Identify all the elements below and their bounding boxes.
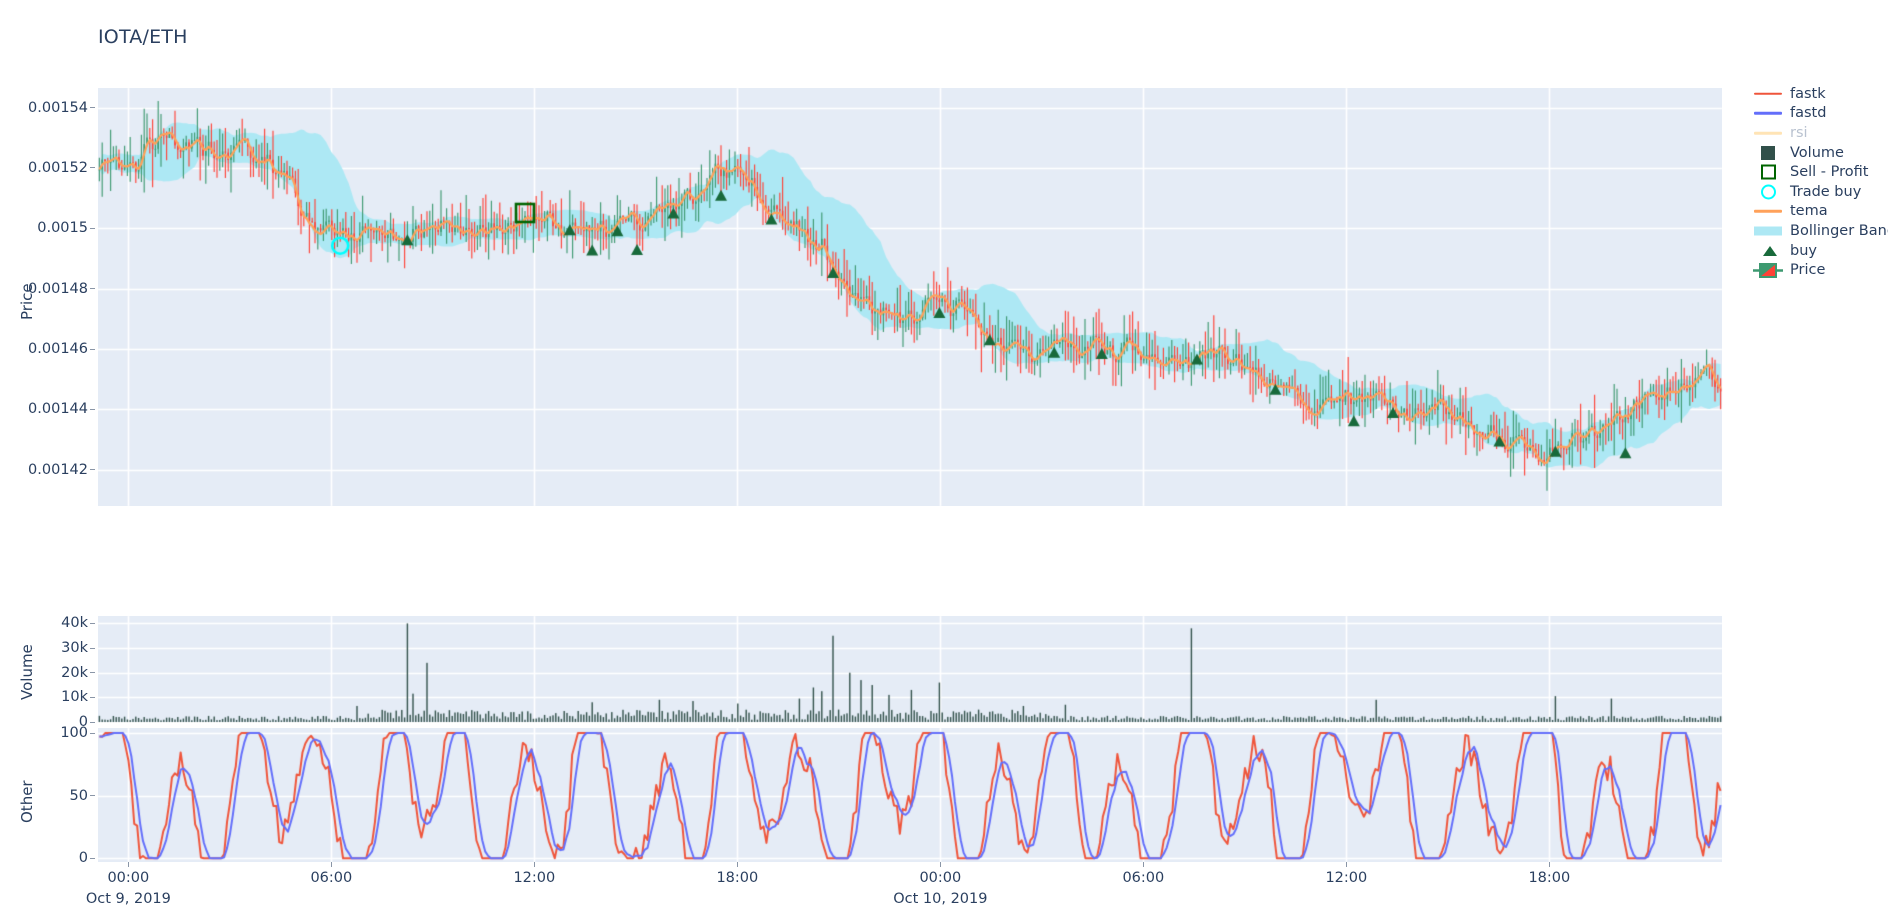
x-tick-mark [939,862,941,867]
x-tick-sublabel: Oct 9, 2019 [85,891,171,907]
open-square-icon [1752,163,1784,182]
volume-y-tick: 40k [61,615,88,632]
price-y-tick-mark [90,167,95,169]
open-circle-icon [1752,182,1784,201]
volume-y-tick-mark [90,696,95,698]
price-y-tick-mark [90,288,95,290]
legend-label: Trade buy [1790,183,1862,200]
price-y-tick-mark [90,107,95,109]
x-tick-sublabel: Oct 10, 2019 [893,891,988,907]
price-y-tick: 0.00146 [28,341,88,358]
legend-label: Price [1790,262,1826,279]
other-y-tick-mark [90,732,95,734]
volume-y-tick: 20k [61,664,88,681]
price-y-tick: 0.00142 [28,461,88,478]
volume-y-tick-mark [90,647,95,649]
legend-label: Volume [1790,144,1844,161]
x-tick-label: 18:00 [716,870,759,886]
x-tick-label: 18:00 [1528,870,1571,886]
other-y-tick: 100 [60,725,88,741]
x-tick-label: 06:00 [310,870,353,886]
volume-y-tick: 0 [78,714,88,730]
price-y-tick: 0.00148 [28,280,88,297]
other-y-tick-mark [90,857,95,859]
volume-y-tick-mark [90,721,95,723]
legend-item-bollinger-band[interactable]: Bollinger Band [1752,221,1888,241]
legend-label: fastk [1790,85,1826,102]
line-icon [1752,84,1784,103]
price-y-tick: 0.00144 [28,401,88,418]
volume-y-tick-mark [90,672,95,674]
filled-square-icon [1752,143,1784,162]
x-tick-mark [736,862,738,867]
x-tick-label: 00:00 [107,870,150,886]
x-tick-label: 12:00 [513,870,556,886]
legend-label: buy [1790,242,1817,259]
legend-item-price[interactable]: Price [1752,260,1888,280]
legend-label: Sell - Profit [1790,164,1869,181]
price-y-tick: 0.0015 [37,220,88,237]
chart-legend[interactable]: fastk fastd rsi Volume Sell - Profit Trade bu… [1752,84,1888,280]
legend-item-sell-profit[interactable]: Sell - Profit [1752,162,1888,182]
volume-y-tick: 30k [61,640,88,657]
x-tick-mark [533,862,535,867]
x-tick-label: 06:00 [1122,870,1165,886]
x-tick-mark [330,862,332,867]
price-y-tick: 0.00154 [28,99,88,116]
x-tick-label: 00:00 [919,870,962,886]
price-y-tick-mark [90,348,95,350]
triangle-up-icon [1752,241,1784,260]
volume-y-tick-mark [90,622,95,624]
legend-label: fastd [1790,105,1827,122]
legend-item-rsi[interactable]: rsi [1752,123,1888,143]
legend-label: Bollinger Band [1790,222,1888,239]
line-icon [1752,202,1784,221]
line-icon [1752,123,1784,142]
candlestick-icon [1752,261,1784,280]
other-y-tick-mark [90,795,95,797]
legend-item-volume[interactable]: Volume [1752,143,1888,163]
legend-label: rsi [1790,124,1808,141]
legend-label: tema [1790,203,1828,220]
price-y-tick: 0.00152 [28,159,88,176]
other-y-tick: 0 [78,850,88,867]
x-tick-label: 12:00 [1325,870,1368,886]
x-tick-mark [1548,862,1550,867]
legend-item-fastk[interactable]: fastk [1752,84,1888,104]
x-tick-mark [1345,862,1347,867]
legend-item-fastd[interactable]: fastd [1752,104,1888,124]
legend-item-buy[interactable]: buy [1752,241,1888,261]
band-swatch-icon [1752,221,1784,240]
price-y-tick-mark [90,469,95,471]
other-y-tick: 50 [69,787,88,804]
x-tick-mark [127,862,129,867]
volume-y-tick: 10k [61,689,88,706]
x-tick-mark [1142,862,1144,867]
legend-item-tema[interactable]: tema [1752,202,1888,222]
price-y-tick-mark [90,227,95,229]
price-y-tick-mark [90,408,95,410]
line-icon [1752,104,1784,123]
legend-item-trade-buy[interactable]: Trade buy [1752,182,1888,202]
